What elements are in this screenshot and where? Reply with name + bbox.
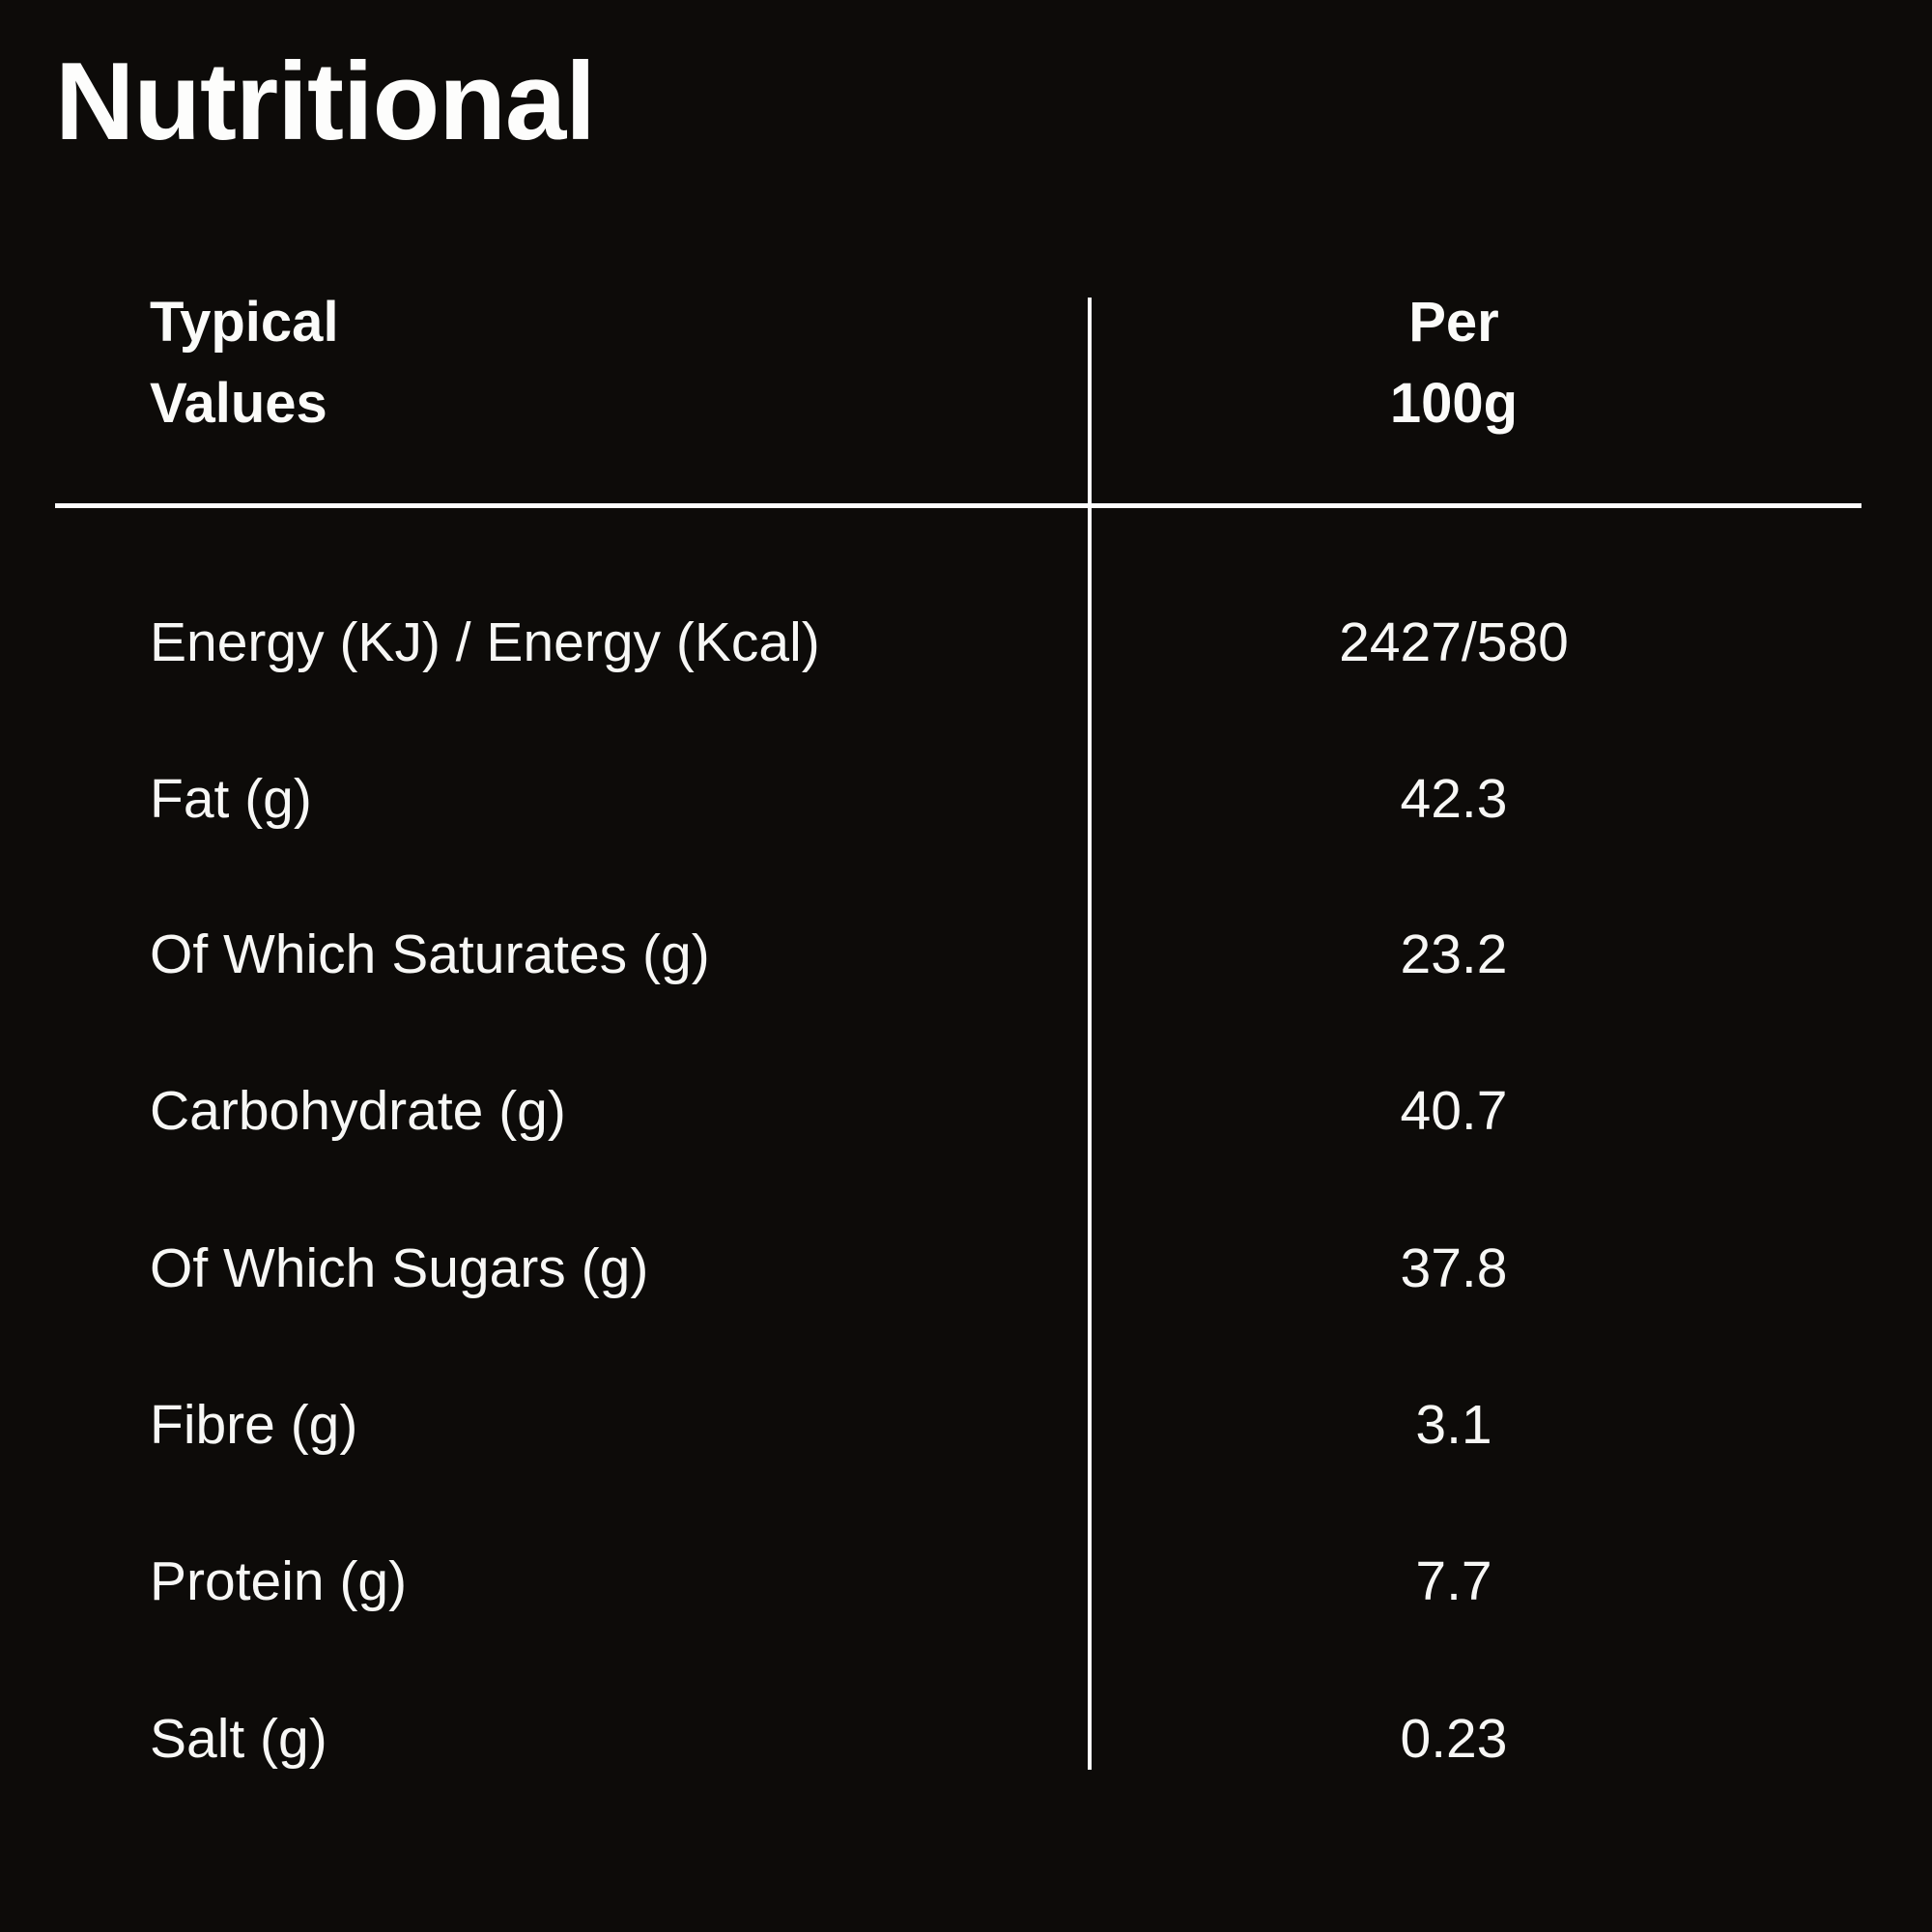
table-row-protein: Protein (g) 7.7 bbox=[0, 1549, 1932, 1627]
column-header-typical-values: Typical Values bbox=[150, 291, 339, 436]
column-header-per-100g: Per 100g bbox=[1389, 291, 1519, 436]
table-row-energy: Energy (KJ) / Energy (Kcal) 2427/580 bbox=[0, 611, 1932, 688]
row-label-salt: Salt (g) bbox=[150, 1708, 327, 1770]
row-value-saturates: 23.2 bbox=[1400, 923, 1508, 985]
row-value-energy: 2427/580 bbox=[1339, 611, 1569, 673]
row-label-saturates: Of Which Saturates (g) bbox=[150, 923, 710, 985]
row-label-carbohydrate: Carbohydrate (g) bbox=[150, 1080, 566, 1142]
row-value-protein: 7.7 bbox=[1415, 1550, 1492, 1612]
row-label-fat: Fat (g) bbox=[150, 768, 312, 830]
table-row-sugars: Of Which Sugars (g) 37.8 bbox=[0, 1236, 1932, 1314]
table-row-carbohydrate: Carbohydrate (g) 40.7 bbox=[0, 1079, 1932, 1156]
vertical-divider bbox=[1088, 298, 1092, 1770]
page-title: Nutritional bbox=[55, 41, 596, 163]
table-row-fat: Fat (g) 42.3 bbox=[0, 767, 1932, 844]
row-label-protein: Protein (g) bbox=[150, 1550, 408, 1612]
row-value-fibre: 3.1 bbox=[1415, 1394, 1492, 1456]
table-row-fibre: Fibre (g) 3.1 bbox=[0, 1393, 1932, 1470]
row-value-fat: 42.3 bbox=[1400, 768, 1508, 830]
row-value-carbohydrate: 40.7 bbox=[1400, 1080, 1508, 1142]
row-label-fibre: Fibre (g) bbox=[150, 1394, 358, 1456]
table-row-saturates: Of Which Saturates (g) 23.2 bbox=[0, 923, 1932, 1000]
row-label-sugars: Of Which Sugars (g) bbox=[150, 1237, 649, 1299]
row-value-salt: 0.23 bbox=[1400, 1708, 1508, 1770]
row-label-energy: Energy (KJ) / Energy (Kcal) bbox=[150, 611, 820, 673]
row-value-sugars: 37.8 bbox=[1400, 1237, 1508, 1299]
table-row-salt: Salt (g) 0.23 bbox=[0, 1707, 1932, 1784]
horizontal-divider bbox=[55, 503, 1861, 508]
